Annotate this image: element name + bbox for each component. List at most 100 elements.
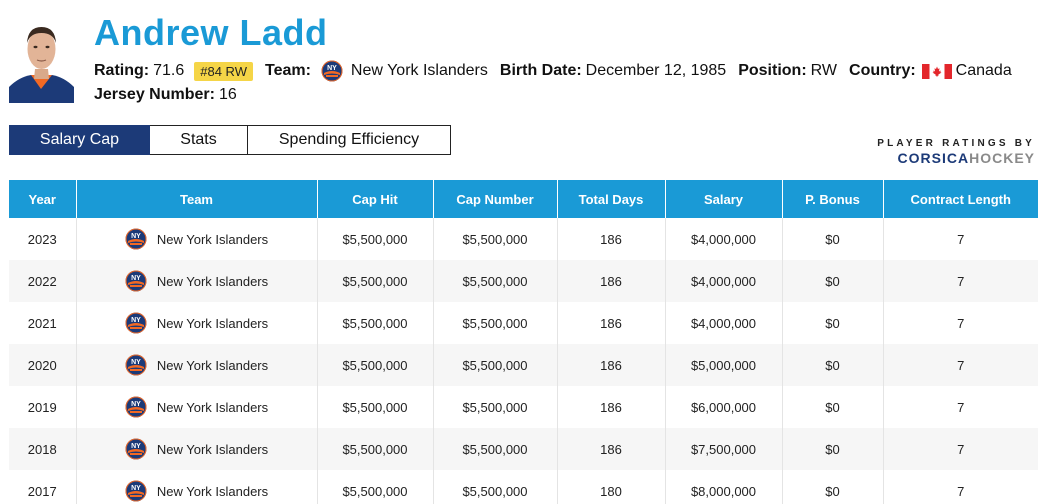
- islanders-logo-icon: [125, 270, 147, 292]
- cell-cap-number: $5,500,000: [433, 218, 558, 260]
- team-cell[interactable]: New York Islanders: [77, 354, 317, 376]
- islanders-logo-icon: [125, 396, 147, 418]
- col-header-cap-number[interactable]: Cap Number: [433, 180, 558, 218]
- islanders-logo-icon: [125, 354, 147, 376]
- cell-team: New York Islanders: [76, 428, 318, 470]
- player-header: Andrew Ladd Rating: 71.6 #84 RW Team: Ne…: [0, 0, 1063, 115]
- col-header-contract-length[interactable]: Contract Length: [883, 180, 1038, 218]
- tab-salary-cap[interactable]: Salary Cap: [9, 125, 150, 155]
- position-value: RW: [810, 62, 838, 79]
- cell-team: New York Islanders: [76, 302, 318, 344]
- team-cell[interactable]: New York Islanders: [77, 480, 317, 502]
- jersey-value: 16: [218, 86, 237, 103]
- canada-flag-icon: [921, 63, 952, 79]
- team-cell[interactable]: New York Islanders: [77, 438, 317, 460]
- cell-cap-hit: $5,500,000: [317, 344, 434, 386]
- team-cell[interactable]: New York Islanders: [77, 312, 317, 334]
- cell-total-days: 186: [557, 218, 666, 260]
- cell-year: 2019: [9, 386, 77, 428]
- cell-p-bonus: $0: [782, 218, 884, 260]
- table-body: 2023 New York Islanders $5,500,000 $5,500,0…: [9, 218, 1038, 504]
- cell-cap-hit: $5,500,000: [317, 260, 434, 302]
- cell-p-bonus: $0: [782, 260, 884, 302]
- team-label: Team:: [264, 62, 311, 79]
- cell-contract-length: 7: [883, 260, 1038, 302]
- cell-contract-length: 7: [957, 483, 965, 499]
- cell-year: 2018: [9, 428, 77, 470]
- table-header-row: Year Team Cap Hit Cap Number Total Days …: [9, 180, 1038, 218]
- cell-total-days: 180: [557, 470, 666, 504]
- team-name: New York Islanders: [156, 315, 269, 331]
- cell-year: 2021: [9, 302, 77, 344]
- team-cell[interactable]: New York Islanders: [77, 228, 317, 250]
- brand-wordmark: CORSICAHOCKEY: [877, 150, 1035, 166]
- country-value: Canada: [955, 62, 1012, 79]
- player-name: Andrew Ladd: [94, 12, 328, 53]
- cell-contract-length: 7: [883, 428, 1038, 470]
- col-header-year[interactable]: Year: [9, 180, 77, 218]
- team-name: New York Islanders: [156, 273, 269, 289]
- cell-p-bonus: $0: [782, 344, 884, 386]
- cell-p-bonus: $0: [782, 386, 884, 428]
- cell-salary: $8,000,000: [665, 470, 783, 504]
- cell-contract-length: 7: [957, 231, 965, 247]
- team-name: New York Islanders: [156, 483, 269, 499]
- table-row: 2022 New York Islanders $5,500,000 $5,500,0…: [9, 260, 1038, 302]
- corsica-brand-logo[interactable]: PLAYER RATINGS BY CORSICAHOCKEY: [877, 138, 1035, 166]
- table-row: 2020 New York Islanders $5,500,000 $5,500,0…: [9, 344, 1038, 386]
- cell-year: 2022: [9, 260, 77, 302]
- col-header-team[interactable]: Team: [76, 180, 318, 218]
- cell-team: New York Islanders: [76, 470, 318, 504]
- table-row: 2019 New York Islanders $5,500,000 $5,500,0…: [9, 386, 1038, 428]
- brand-word-hockey: HOCKEY: [969, 150, 1035, 166]
- cell-contract-length: 7: [883, 344, 1038, 386]
- cell-contract-length: 7: [957, 399, 965, 415]
- cell-total-days: 186: [557, 260, 666, 302]
- cell-p-bonus: $0: [782, 428, 884, 470]
- cell-cap-hit: $5,500,000: [317, 218, 434, 260]
- cell-cap-number: $5,500,000: [433, 302, 558, 344]
- brand-tagline: PLAYER RATINGS BY: [877, 138, 1035, 149]
- jersey-label: Jersey Number:: [94, 86, 215, 103]
- cell-salary: $4,000,000: [665, 302, 783, 344]
- tab-stats[interactable]: Stats: [150, 125, 248, 155]
- col-header-cap-hit[interactable]: Cap Hit: [317, 180, 434, 218]
- team-name: New York Islanders: [156, 399, 269, 415]
- salary-cap-table: Year Team Cap Hit Cap Number Total Days …: [9, 180, 1038, 504]
- cell-p-bonus: $0: [782, 302, 884, 344]
- table-row: 2021 New York Islanders $5,500,000 $5,500,0…: [9, 302, 1038, 344]
- team-value[interactable]: New York Islanders: [350, 62, 488, 79]
- cell-cap-number: $5,500,000: [433, 260, 558, 302]
- cell-salary: $4,000,000: [665, 260, 783, 302]
- cell-cap-hit: $5,500,000: [317, 386, 434, 428]
- rating-value: 71.6: [153, 62, 185, 79]
- cell-total-days: 186: [557, 302, 666, 344]
- cell-team: New York Islanders: [76, 260, 318, 302]
- col-header-p-bonus[interactable]: P. Bonus: [782, 180, 884, 218]
- cell-salary: $5,000,000: [665, 344, 783, 386]
- cell-year: 2023: [9, 218, 77, 260]
- col-header-salary[interactable]: Salary: [665, 180, 783, 218]
- cell-team: New York Islanders: [76, 344, 318, 386]
- team-cell[interactable]: New York Islanders: [77, 270, 317, 292]
- position-label: Position:: [738, 62, 807, 79]
- cell-team: New York Islanders: [76, 386, 318, 428]
- cell-contract-length: 7: [957, 315, 965, 331]
- team-cell[interactable]: New York Islanders: [77, 396, 317, 418]
- brand-word-corsica: CORSICA: [897, 150, 970, 166]
- team-name: New York Islanders: [156, 441, 269, 457]
- tab-spending-efficiency[interactable]: Spending Efficiency: [248, 125, 451, 155]
- col-header-total-days[interactable]: Total Days: [557, 180, 666, 218]
- player-info-line: Rating: 71.6 #84 RW Team: New York Islan…: [94, 60, 1012, 82]
- cell-total-days: 186: [557, 386, 666, 428]
- cell-year: 2020: [9, 344, 77, 386]
- view-tabs: Salary Cap Stats Spending Efficiency: [9, 125, 451, 155]
- team-name: New York Islanders: [156, 357, 269, 373]
- cell-total-days: 186: [557, 428, 666, 470]
- islanders-logo-icon: [125, 228, 147, 250]
- cell-cap-hit: $5,500,000: [317, 470, 434, 504]
- islanders-logo-icon: [321, 60, 343, 82]
- cell-total-days: 186: [557, 344, 666, 386]
- table-row: 2018 New York Islanders $5,500,000 $5,500,0…: [9, 428, 1038, 470]
- player-info-line-2: Jersey Number: 16: [94, 85, 237, 105]
